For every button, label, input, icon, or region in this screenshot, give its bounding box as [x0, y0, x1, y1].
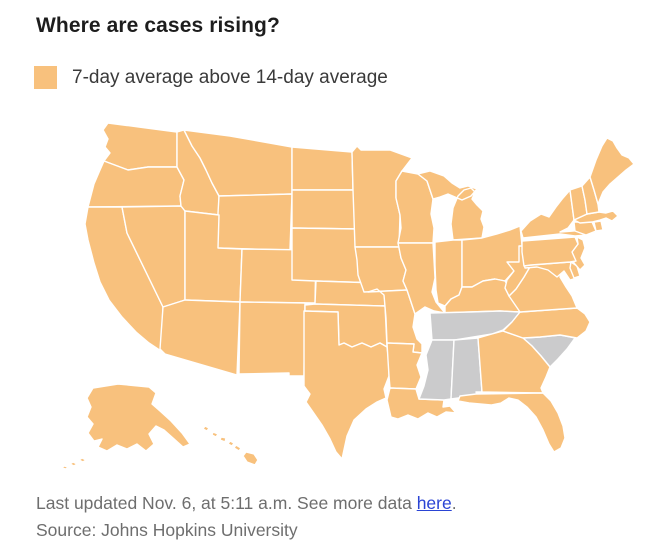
legend: 7-day average above 14-day average [34, 66, 388, 89]
footer-updated-text: Last updated Nov. 6, at 5:11 a.m. See mo… [36, 493, 417, 513]
state-ia[interactable] [354, 246, 408, 293]
us-map-states [61, 122, 635, 470]
state-al[interactable] [450, 337, 483, 400]
page-title: Where are cases rising? [36, 14, 280, 37]
state-ri[interactable] [593, 220, 604, 232]
state-az[interactable] [159, 299, 241, 376]
state-ar[interactable] [386, 342, 423, 390]
footer-updated-line: Last updated Nov. 6, at 5:11 a.m. See mo… [36, 490, 457, 517]
state-tx[interactable] [303, 310, 390, 460]
footer-updated-period: . [451, 493, 457, 513]
state-wy[interactable] [215, 193, 293, 251]
state-ny[interactable] [520, 189, 598, 239]
state-sd[interactable] [291, 189, 360, 230]
state-wa[interactable] [102, 122, 178, 171]
legend-swatch [34, 66, 57, 89]
state-nc[interactable] [502, 307, 591, 339]
state-mi[interactable] [417, 170, 485, 241]
state-pa[interactable] [521, 236, 579, 267]
state-mt[interactable] [183, 129, 293, 197]
state-ak[interactable] [61, 383, 191, 470]
state-hi[interactable] [202, 425, 259, 466]
footer-source: Source: Johns Hopkins University [36, 520, 298, 540]
state-nd[interactable] [291, 146, 354, 191]
state-me[interactable] [589, 137, 635, 205]
see-more-data-link[interactable]: here [416, 493, 452, 513]
state-ms[interactable] [418, 339, 455, 401]
state-nm[interactable] [238, 301, 306, 377]
legend-label: 7-day average above 14-day average [72, 66, 388, 88]
footer: Last updated Nov. 6, at 5:11 a.m. See mo… [36, 490, 457, 544]
state-fl[interactable] [457, 392, 566, 453]
